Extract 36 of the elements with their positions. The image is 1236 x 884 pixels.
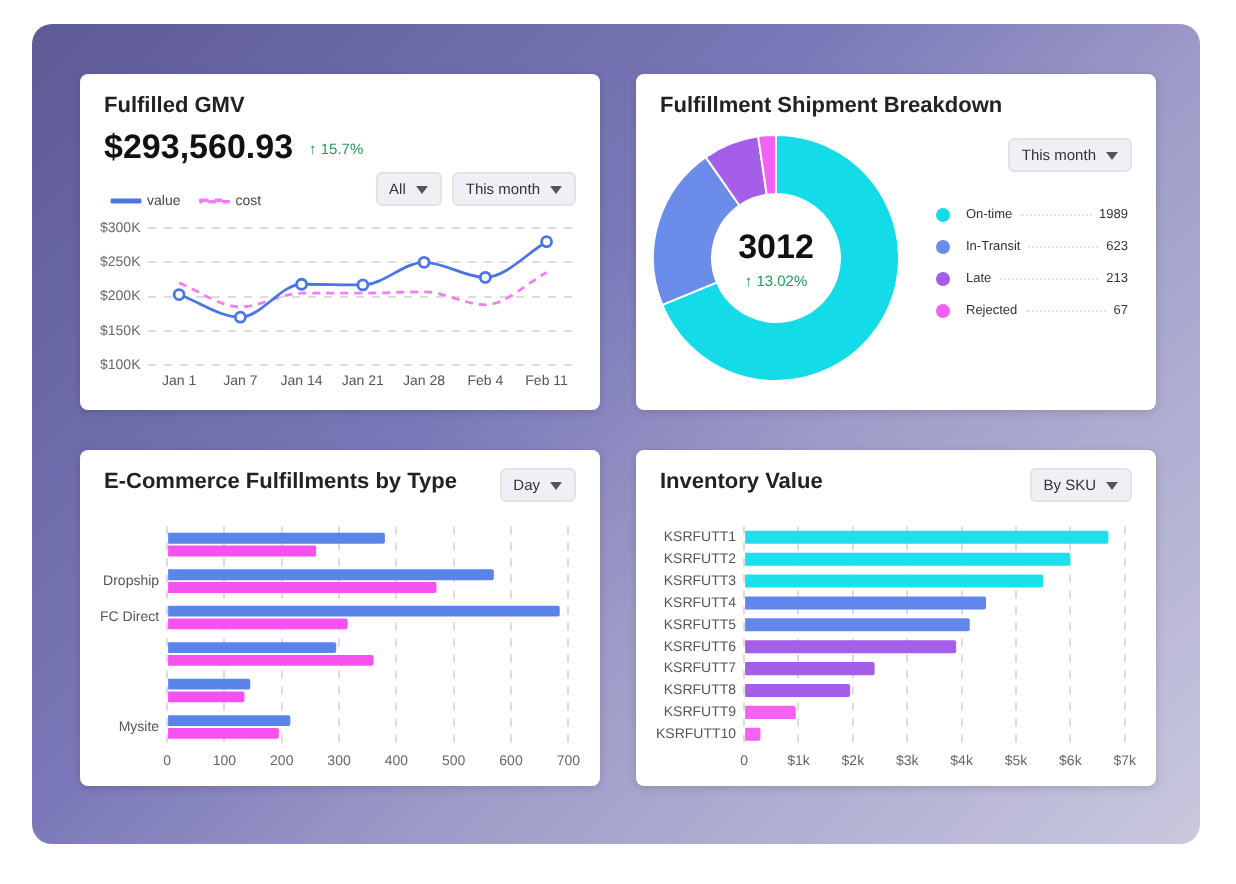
- bar: [745, 618, 970, 632]
- bar: [168, 569, 494, 581]
- point: [417, 255, 431, 269]
- point: [172, 288, 186, 301]
- bar: [168, 582, 437, 593]
- point: [540, 235, 553, 249]
- bar: [168, 532, 385, 544]
- bar: [745, 727, 761, 741]
- bar: [168, 691, 245, 703]
- line-series: [177, 271, 548, 309]
- text: 3012: [738, 227, 814, 267]
- bar: [168, 715, 291, 727]
- point: [478, 270, 492, 284]
- chart-title: Fulfillment Shipment Breakdown: [660, 94, 1003, 118]
- bar: [745, 683, 851, 698]
- chart-title: Fulfilled GMV: [104, 94, 245, 118]
- point: [295, 277, 308, 291]
- chart-title: Inventory Value: [660, 470, 823, 494]
- bar: [745, 552, 1071, 566]
- chart-subtitle: $293,560.93: [104, 128, 294, 168]
- bar: [168, 605, 560, 617]
- bar: [168, 678, 251, 690]
- bar: [168, 618, 348, 630]
- bar: [168, 545, 317, 557]
- bar: [168, 642, 337, 654]
- bar: [745, 596, 987, 610]
- bar: [745, 530, 1109, 544]
- point: [356, 278, 370, 292]
- bar: [745, 574, 1044, 588]
- bar: [745, 705, 796, 719]
- bar: [745, 662, 875, 676]
- point: [233, 310, 247, 324]
- chart-title: E-Commerce Fulfillments by Type: [104, 470, 457, 494]
- bar: [168, 727, 279, 739]
- bar: [745, 640, 957, 654]
- bar: [168, 654, 374, 666]
